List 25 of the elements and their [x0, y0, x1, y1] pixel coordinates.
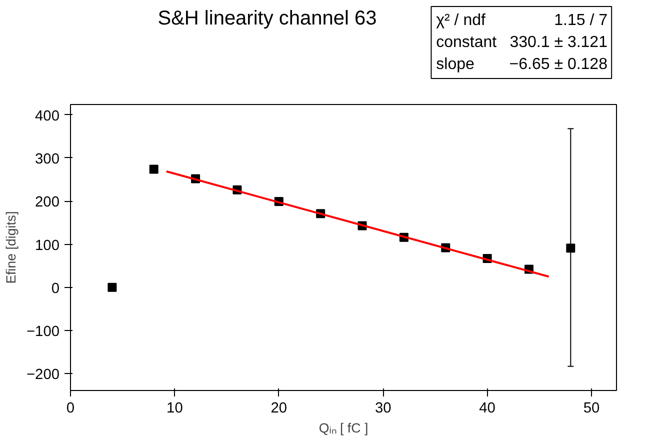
y-tick-label: 400	[35, 108, 60, 124]
x-tick-label: 0	[66, 400, 75, 416]
text: slope	[436, 56, 474, 73]
y-tick-label: −100	[26, 324, 60, 340]
x-tick-label: 50	[583, 400, 600, 416]
point	[108, 282, 117, 292]
y-tick-label: −200	[26, 367, 60, 384]
point	[566, 244, 576, 253]
point	[149, 164, 158, 174]
x-tick-label: 40	[479, 400, 496, 416]
x-axis-title: Qᵢₙ [ fC ]	[318, 420, 368, 436]
text: 1.15 / 7	[554, 12, 608, 29]
x-tick-label: 10	[166, 400, 183, 416]
y-tick-label: 100	[35, 238, 60, 254]
text: χ² / ndf	[436, 12, 486, 29]
y-tick-label: 200	[35, 194, 60, 211]
chart-title: S&H linearity channel 63	[158, 8, 377, 30]
text: constant	[436, 34, 498, 51]
text: −6.65 ± 0.128	[509, 56, 608, 73]
x-tick-label: 20	[270, 400, 288, 416]
y-tick-label: 0	[51, 280, 60, 297]
text: 330.1 ± 3.121	[510, 34, 608, 51]
y-axis-title: Efine [digits]	[3, 211, 18, 284]
y-tick-label: 300	[35, 151, 60, 168]
x-tick-label: 30	[374, 400, 392, 416]
